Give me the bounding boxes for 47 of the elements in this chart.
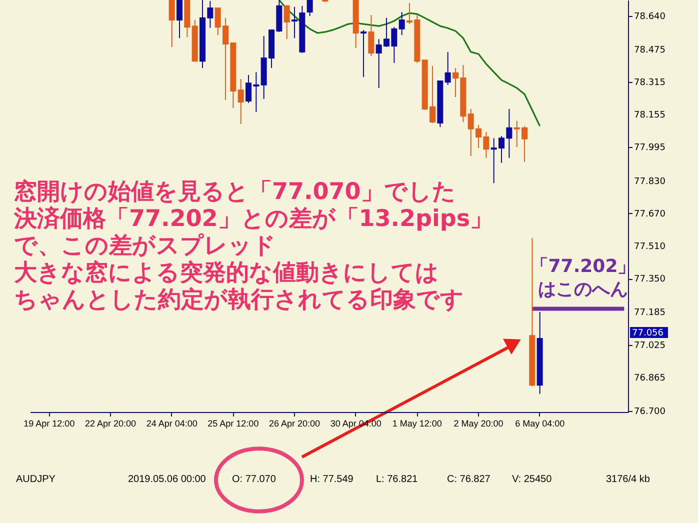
text: 3176/4 kb: [606, 474, 650, 485]
y-tick-label: 77.350: [634, 274, 666, 285]
x-tick-label: 19 Apr 12:00: [24, 418, 75, 428]
y-tick-label: 77.670: [634, 209, 666, 220]
y-tick-label: 78.315: [634, 78, 666, 88]
candlestick: [444, 51, 451, 86]
x-tick-label: 24 Apr 04:00: [146, 418, 198, 428]
annotation: 決済価格「77.202」との差が「13.2pips」: [13, 205, 494, 232]
y-tick-label: 76.865: [634, 373, 666, 384]
x-tick-label: 2 May 20:00: [454, 418, 504, 428]
text: 2019.05.06 00:00: [128, 474, 206, 485]
text: 77.056: [632, 328, 664, 338]
annotation: 大きな窓による突発的な値動きにしては: [14, 259, 439, 286]
text: H: 77.549: [310, 474, 354, 485]
text: V: 25450: [512, 474, 552, 485]
candlestick: [284, 4, 290, 40]
annotation: 「77.202」: [530, 256, 636, 277]
y-tick-label: 76.700: [634, 406, 666, 417]
candlestick: [168, 0, 175, 48]
line-series: [278, 0, 541, 127]
text: L: 76.821: [376, 474, 418, 485]
y-tick-label: 77.995: [634, 143, 666, 154]
candlestick: [238, 78, 244, 125]
annotation: 窓開けの始値を見ると「77.070」でした: [14, 178, 456, 205]
text: C: 76.827: [447, 474, 491, 485]
x-tick-label: 22 Apr 20:00: [84, 418, 136, 428]
candlestick: [176, 0, 182, 39]
y-tick-label: 77.510: [634, 242, 666, 252]
candlestick: [306, 0, 313, 17]
annotation: ちゃんとした約定が執行されてる印象です: [14, 286, 464, 313]
annotation: はこのへん: [538, 279, 628, 300]
y-tick-label: 77.025: [634, 340, 666, 351]
text: AUDJPY: [16, 474, 56, 485]
candlestick: [368, 14, 374, 57]
candlestick: [360, 29, 366, 78]
x-tick-label: 26 Apr 20:00: [268, 418, 320, 428]
y-tick-label: 77.830: [634, 176, 666, 187]
y-tick-label: 78.155: [634, 110, 666, 121]
x-tick-label: 1 May 12:00: [392, 418, 442, 428]
y-tick-label: 77.185: [634, 308, 666, 318]
y-tick-label: 78.640: [634, 12, 666, 22]
candlestick: [398, 12, 405, 36]
text: O: 77.070: [232, 474, 276, 485]
x-tick-label: 25 Apr 12:00: [208, 418, 259, 428]
annotation: で、この差がスプレッド: [14, 233, 276, 259]
x-tick-label: 6 May 04:00: [515, 418, 565, 428]
y-tick-label: 78.475: [634, 45, 666, 56]
